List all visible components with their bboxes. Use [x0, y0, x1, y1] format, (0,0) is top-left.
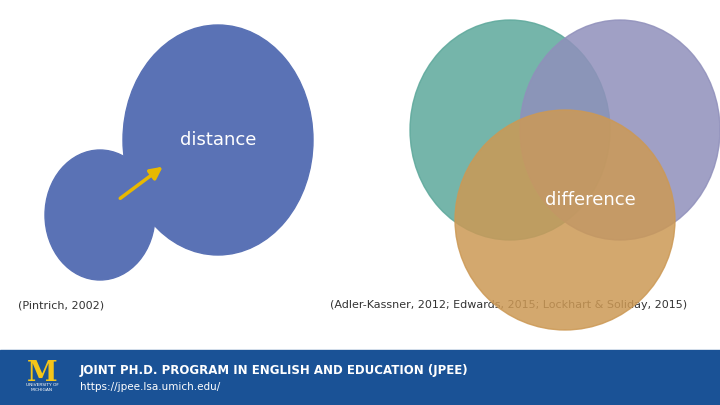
Text: distance: distance	[180, 131, 256, 149]
Text: UNIVERSITY OF
MICHIGAN: UNIVERSITY OF MICHIGAN	[26, 383, 58, 392]
Text: (Pintrich, 2002): (Pintrich, 2002)	[18, 300, 104, 310]
Text: difference: difference	[544, 191, 635, 209]
Ellipse shape	[410, 20, 610, 240]
Text: M: M	[27, 360, 58, 387]
Ellipse shape	[455, 110, 675, 330]
Text: JOINT PH.D. PROGRAM IN ENGLISH AND EDUCATION (JPEE): JOINT PH.D. PROGRAM IN ENGLISH AND EDUCA…	[80, 364, 469, 377]
Text: (Adler-Kassner, 2012; Edwards, 2015; Lockhart & Soliday, 2015): (Adler-Kassner, 2012; Edwards, 2015; Loc…	[330, 300, 687, 310]
Ellipse shape	[45, 150, 155, 280]
Bar	[0, 350, 720, 405]
Ellipse shape	[520, 20, 720, 240]
Text: https://jpee.lsa.umich.edu/: https://jpee.lsa.umich.edu/	[80, 382, 220, 392]
Ellipse shape	[123, 25, 313, 255]
